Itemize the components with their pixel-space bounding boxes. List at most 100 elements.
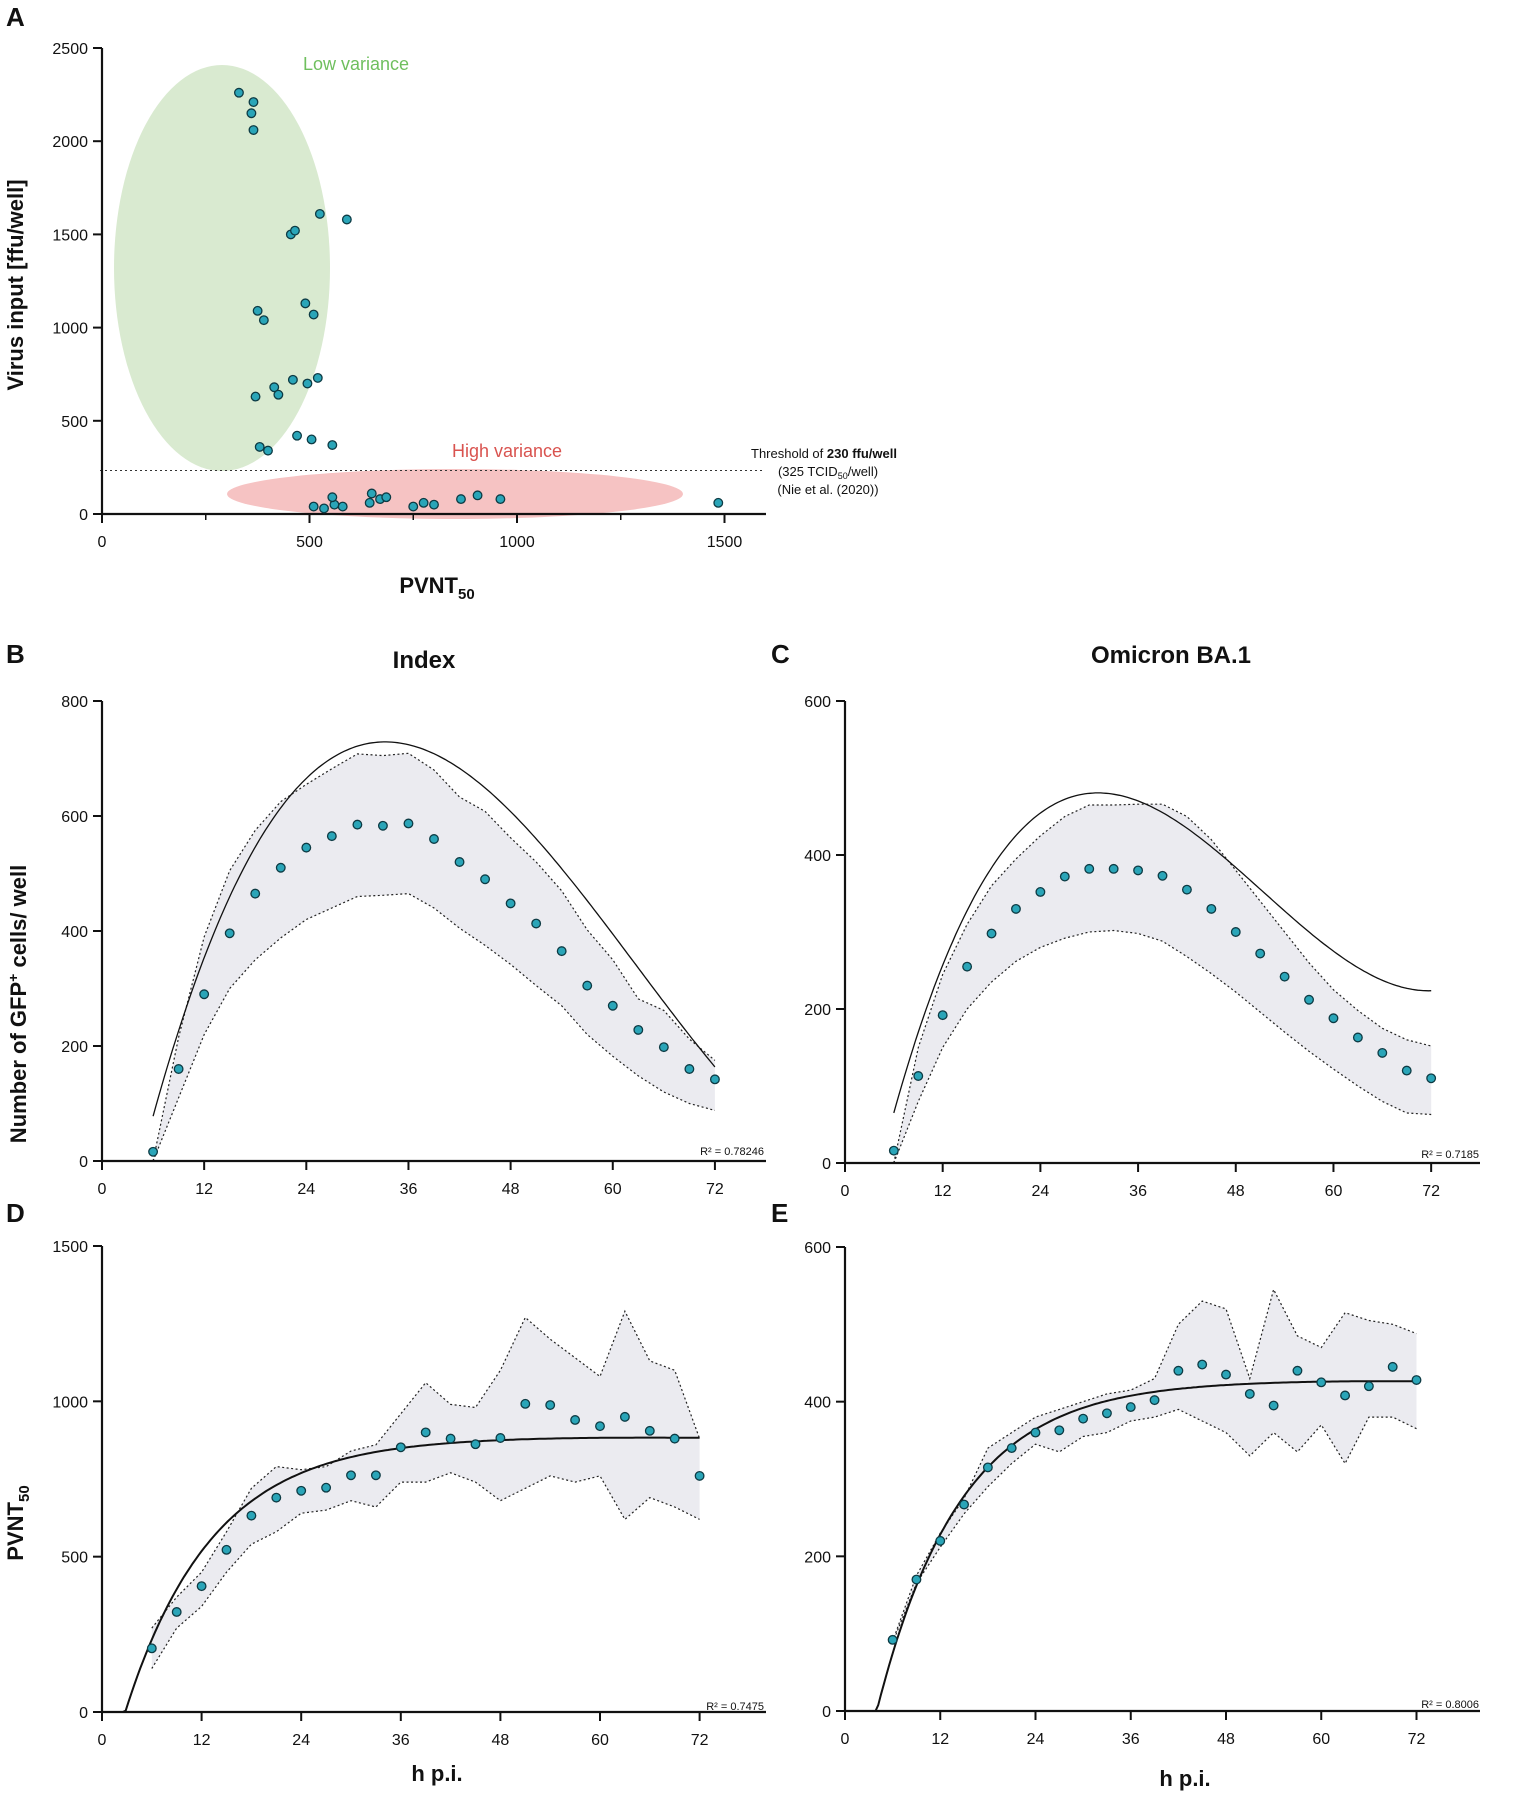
panel-c-data-point — [913, 1071, 924, 1081]
panel-a-data-point — [300, 298, 311, 309]
low-variance-label: Low variance — [303, 54, 409, 74]
panel-e-upper-band-line — [892, 1287, 1417, 1642]
panel-e-confidence-band — [892, 1289, 1417, 1643]
panel-a-data-point — [233, 87, 244, 98]
panel-a-x-tick-label: 500 — [296, 534, 323, 551]
panel-d-x-tick-label: 48 — [492, 1732, 510, 1749]
panel-d-r2: R² = 0.7475 — [706, 1701, 764, 1713]
panel-b-data-point — [607, 1000, 618, 1011]
panel-c: C Omicron BA.1 0 200 400 600 0 12 24 36 48 60 72 R… — [771, 639, 1480, 1200]
panel-e-data-point — [911, 1574, 922, 1585]
panel-d-data-point — [619, 1411, 630, 1422]
panel-d-y-axis-title: PVNT50 — [3, 1485, 33, 1560]
panel-e-data-point — [1340, 1390, 1351, 1401]
panel-d-data-point — [520, 1398, 531, 1409]
panel-e-y-tick-label: 600 — [804, 1240, 831, 1257]
panel-e-data-point — [1101, 1408, 1112, 1419]
panel-a-y-tick-label: 1500 — [52, 227, 88, 244]
high-variance-label: High variance — [452, 441, 562, 461]
panel-b-upper-band-line — [152, 752, 716, 1162]
panel-d-data-point — [445, 1433, 456, 1444]
panel-a-data-point — [248, 97, 259, 108]
panel-b-letter: B — [6, 639, 25, 669]
panel-c-data-point — [1401, 1065, 1412, 1076]
panel-a-axes: 0 500 1000 1500 2000 2500 0 500 1000 1500 — [52, 41, 766, 551]
panel-c-data-point — [1011, 903, 1021, 914]
panel-c-lower-band-line — [893, 929, 1432, 1164]
panel-b-data-point — [403, 818, 414, 829]
panel-e-data-point — [935, 1535, 946, 1546]
panel-d-data-point — [570, 1415, 581, 1425]
panel-d-fit-curve — [116, 1436, 700, 1713]
panel-a-data-point — [263, 445, 273, 456]
panel-b-x-tick-label: 72 — [706, 1181, 724, 1198]
panel-b-data-point — [326, 831, 337, 842]
panel-c-data-point — [1157, 870, 1168, 881]
panel-e-data-point — [1030, 1427, 1041, 1438]
panel-d-x-tick-label: 60 — [591, 1732, 609, 1749]
panel-b-data-point — [148, 1146, 159, 1157]
panel-e-data-point — [1387, 1361, 1398, 1372]
panel-b-data-point — [275, 862, 286, 873]
panel-a: A Low variance High variance Threshold o… — [3, 2, 897, 603]
panel-c-fit-curve — [893, 792, 1432, 1114]
panel-c-data-point — [1084, 863, 1095, 874]
panel-e-data-point — [1411, 1375, 1422, 1385]
panel-b-y-tick-label: 0 — [79, 1154, 88, 1171]
panel-b-plot: 0 200 400 600 800 0 12 24 36 48 60 72 — [61, 694, 766, 1198]
panel-b-data-point — [709, 1074, 720, 1085]
panel-a-data-point — [314, 208, 325, 219]
panel-c-data-point — [1133, 865, 1144, 876]
panel-b-y-tick-label: 600 — [61, 809, 88, 826]
panel-d-data-point — [644, 1425, 655, 1436]
panel-a-data-point — [418, 497, 429, 508]
panel-a-data-point — [308, 309, 319, 320]
panel-a-data-point — [290, 225, 300, 236]
panel-e-data-point — [887, 1634, 898, 1645]
high-variance-region — [227, 469, 683, 519]
panel-d-y-tick-label: 1500 — [52, 1239, 88, 1256]
threshold-annotation-line2: (325 TCID50/well) — [778, 464, 878, 481]
panel-a-data-point — [472, 490, 483, 501]
panel-d-data-point — [470, 1439, 481, 1450]
panel-c-x-tick-label: 48 — [1227, 1183, 1245, 1200]
panel-a-data-point — [319, 503, 329, 514]
panel-a-y-tick-label: 2500 — [52, 41, 88, 58]
panel-c-x-tick-label: 24 — [1031, 1183, 1049, 1200]
panel-d-data-point — [495, 1433, 506, 1443]
panel-a-data-point — [273, 389, 284, 400]
panel-d-x-tick-label: 72 — [691, 1732, 709, 1749]
panel-a-data-point — [337, 501, 348, 512]
panel-e-y-tick-label: 0 — [822, 1704, 831, 1721]
panel-e-y-tick-label: 400 — [804, 1395, 831, 1412]
panel-d-y-tick-label: 0 — [79, 1705, 88, 1722]
panel-c-x-tick-label: 72 — [1422, 1183, 1440, 1200]
panel-b-data-point — [658, 1042, 669, 1053]
panel-b-data-point — [352, 819, 363, 830]
panel-c-x-tick-label: 12 — [934, 1183, 952, 1200]
panel-e-data-point — [982, 1462, 993, 1473]
panel-a-data-point — [327, 440, 338, 450]
panel-a-data-point — [287, 374, 298, 385]
panel-d-y-tick-label: 1000 — [52, 1394, 88, 1411]
panel-e-data-point — [1221, 1369, 1231, 1380]
panel-d-x-tick-label: 0 — [98, 1732, 107, 1749]
panel-a-x-axis-title: PVNT50 — [399, 573, 474, 603]
panel-e-data-point — [1316, 1377, 1327, 1388]
panel-e-lower-band-line — [892, 1408, 1417, 1644]
panel-e-data-point — [1054, 1425, 1065, 1436]
panel-b-data-point — [199, 989, 210, 1000]
panel-c-plot: 0 200 400 600 0 12 24 36 48 60 72 — [804, 694, 1480, 1200]
panel-d-data-point — [545, 1400, 556, 1411]
panel-a-data-point — [248, 125, 259, 135]
panel-c-x-tick-label: 36 — [1129, 1183, 1147, 1200]
panel-e-data-point — [1244, 1388, 1255, 1399]
panel-e: E 0 200 400 600 0 12 24 36 48 60 72 h p.i. R² = 0.… — [771, 1198, 1480, 1791]
panel-b-x-tick-label: 60 — [604, 1181, 622, 1198]
panel-c-y-tick-label: 0 — [822, 1156, 831, 1173]
panel-c-data-point — [1255, 948, 1266, 959]
panel-b-x-tick-label: 12 — [195, 1181, 213, 1198]
panel-a-data-point — [246, 108, 257, 119]
panel-c-data-point — [1230, 927, 1241, 937]
panel-b-data-point — [684, 1064, 695, 1074]
